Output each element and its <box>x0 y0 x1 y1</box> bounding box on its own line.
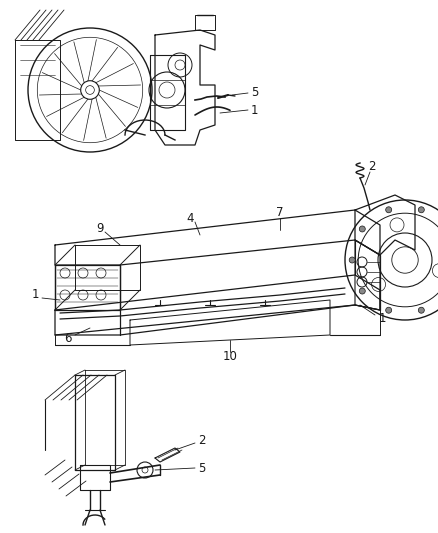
Circle shape <box>418 207 424 213</box>
Text: 1: 1 <box>31 288 39 302</box>
Circle shape <box>386 207 392 213</box>
Text: 10: 10 <box>223 351 237 364</box>
Text: 2: 2 <box>368 160 376 174</box>
Text: 2: 2 <box>198 434 206 448</box>
Circle shape <box>359 226 365 232</box>
Text: 9: 9 <box>96 222 104 235</box>
Circle shape <box>349 257 355 263</box>
Text: 4: 4 <box>186 212 194 224</box>
Circle shape <box>418 307 424 313</box>
Text: 1: 1 <box>250 103 258 117</box>
Text: 6: 6 <box>64 332 72 344</box>
Circle shape <box>386 307 392 313</box>
Text: 5: 5 <box>251 86 259 100</box>
Text: 1: 1 <box>378 311 386 325</box>
Text: 7: 7 <box>276 206 284 220</box>
Circle shape <box>359 288 365 294</box>
Text: 5: 5 <box>198 462 206 474</box>
